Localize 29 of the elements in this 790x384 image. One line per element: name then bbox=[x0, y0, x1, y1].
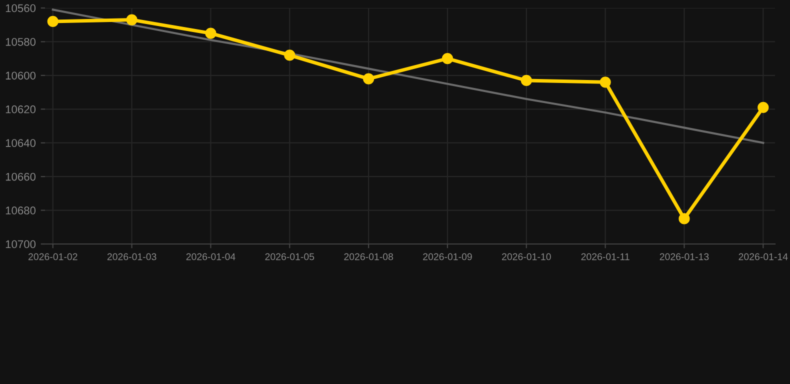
y-tick-label: 10620 bbox=[6, 105, 36, 114]
y-tick-label: 10700 bbox=[6, 240, 36, 248]
point bbox=[47, 16, 58, 28]
point bbox=[205, 28, 216, 39]
line-series bbox=[52, 8, 764, 144]
x-tick-label: 2026-01-13 bbox=[660, 253, 709, 260]
x-tick-label: 2026-01-14 bbox=[738, 253, 788, 260]
x-tick-label: 2026-01-03 bbox=[107, 253, 156, 260]
y-tick-label: 10600 bbox=[6, 72, 36, 80]
y-tick-label: 10640 bbox=[6, 139, 36, 147]
y-tick-label: 10580 bbox=[6, 38, 36, 46]
x-tick-label: 2026-01-09 bbox=[423, 253, 472, 260]
x-tick-label: 2026-01-05 bbox=[265, 253, 314, 260]
x-tick-label: 2026-01-02 bbox=[28, 253, 78, 260]
point bbox=[442, 53, 454, 64]
x-tick-label: 2026-01-08 bbox=[344, 253, 394, 260]
y-tick-label: 10560 bbox=[6, 4, 36, 12]
y-tick-label: 10660 bbox=[6, 172, 36, 181]
y-tick-label: 10680 bbox=[6, 206, 36, 214]
x-tick-label: 2026-01-04 bbox=[186, 253, 236, 260]
x-tick-label: 2026-01-11 bbox=[581, 253, 630, 260]
point bbox=[678, 213, 690, 224]
point bbox=[284, 50, 296, 61]
point bbox=[126, 14, 138, 26]
point bbox=[520, 74, 532, 86]
point bbox=[363, 73, 374, 84]
point bbox=[758, 102, 769, 114]
point bbox=[600, 76, 611, 88]
x-tick-label: 2026-01-10 bbox=[502, 253, 551, 260]
